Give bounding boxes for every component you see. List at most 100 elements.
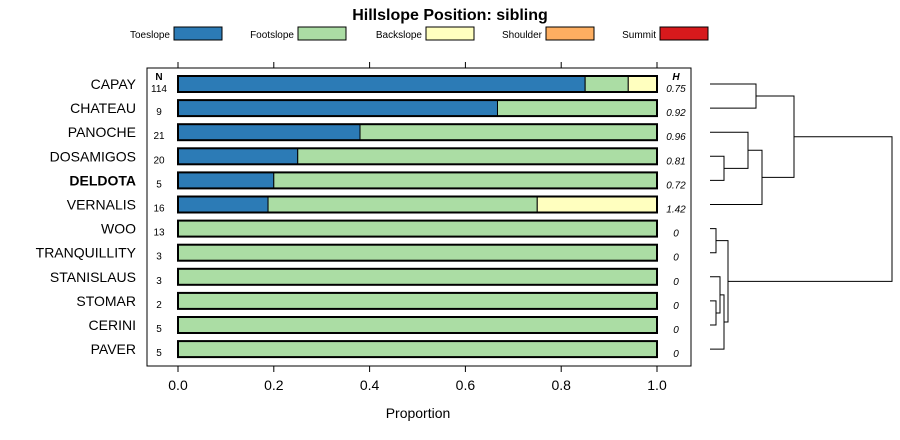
bar-segment bbox=[273, 171, 658, 189]
dendrogram-branch bbox=[710, 276, 721, 314]
bar-outline bbox=[177, 123, 658, 142]
row-label: CHATEAU bbox=[70, 100, 136, 116]
h-value: 0 bbox=[673, 229, 679, 240]
x-tick-label: 0.0 bbox=[168, 377, 188, 393]
row-label: CERINI bbox=[89, 317, 136, 333]
h-value: 0 bbox=[673, 325, 679, 336]
legend-swatch bbox=[659, 26, 709, 41]
bar-segment bbox=[496, 99, 658, 117]
row-label: VERNALIS bbox=[67, 197, 136, 213]
bar-segment bbox=[359, 123, 658, 141]
legend-swatch bbox=[173, 26, 223, 41]
bar-segment bbox=[177, 147, 299, 165]
h-value: 0.72 bbox=[666, 180, 686, 191]
x-axis-label: Proportion bbox=[386, 405, 451, 421]
dendrogram bbox=[710, 83, 893, 350]
legend-swatch bbox=[297, 26, 347, 41]
legend-swatch bbox=[545, 26, 595, 41]
legend-label: Toeslope bbox=[130, 30, 170, 41]
bar-outline bbox=[177, 291, 658, 310]
row-label: DELDOTA bbox=[69, 172, 136, 188]
n-labels: 114 9 21 20 5 16 13 3 3 2 5 5 bbox=[151, 84, 167, 359]
bar-outline bbox=[177, 171, 658, 190]
bar-segment bbox=[297, 147, 658, 165]
x-tick-label: 1.0 bbox=[647, 377, 667, 393]
row-label: STANISLAUS bbox=[50, 269, 136, 285]
dendrogram-branch bbox=[728, 136, 893, 282]
n-value: 3 bbox=[156, 276, 162, 287]
x-tick-label: 0.6 bbox=[456, 377, 476, 393]
h-labels: 0.75 0.92 0.96 0.81 0.72 1.42 0 0 0 0 0 0 bbox=[666, 84, 686, 360]
chart-title: Hillslope Position: sibling bbox=[352, 7, 548, 24]
bar-outline bbox=[177, 147, 658, 166]
bar-segment bbox=[177, 123, 361, 141]
bar-segment bbox=[267, 196, 538, 213]
n-value: 5 bbox=[156, 348, 162, 359]
n-header: N bbox=[155, 72, 162, 83]
bar-outline bbox=[177, 340, 658, 359]
bar-segment bbox=[627, 75, 658, 93]
n-value: 20 bbox=[153, 155, 165, 166]
dendrogram-branch bbox=[710, 149, 763, 205]
n-value: 114 bbox=[151, 84, 167, 95]
row-label: PANOCHE bbox=[68, 124, 136, 140]
dendrogram-branch bbox=[710, 155, 725, 181]
n-value: 2 bbox=[156, 300, 162, 311]
x-tick-label: 0.4 bbox=[360, 377, 380, 393]
dendrogram-branch bbox=[710, 228, 717, 254]
legend-label: Shoulder bbox=[502, 30, 543, 41]
h-value: 0 bbox=[673, 349, 679, 360]
h-header: H bbox=[672, 72, 680, 83]
row-label: WOO bbox=[101, 221, 136, 237]
bar-segment bbox=[177, 244, 658, 262]
bar-segment bbox=[177, 99, 498, 117]
bar-segment bbox=[584, 75, 629, 93]
row-label: TRANQUILLITY bbox=[36, 245, 137, 261]
row-labels: CAPAY CHATEAU PANOCHE DOSAMIGOS DELDOTA VERNA… bbox=[36, 76, 137, 357]
bar-outline bbox=[177, 316, 658, 334]
legend-label: Backslope bbox=[376, 30, 423, 41]
h-value: 0.96 bbox=[666, 132, 686, 143]
dendrogram-branch bbox=[710, 300, 717, 326]
h-value: 0 bbox=[673, 277, 679, 288]
h-value: 0.75 bbox=[666, 84, 686, 95]
x-tick-label: 0.2 bbox=[264, 377, 284, 393]
bar-segment bbox=[177, 171, 275, 189]
bar-segment bbox=[177, 268, 658, 286]
bar-segment bbox=[177, 75, 586, 93]
x-axis: 0.0 0.2 0.4 0.6 0.8 1.0 bbox=[168, 62, 667, 393]
row-label: PAVER bbox=[91, 341, 136, 357]
h-value: 0 bbox=[673, 253, 679, 264]
plot-frame bbox=[146, 67, 692, 367]
legend: Toeslope Footslope Backslope Shoulder Summit bbox=[130, 26, 709, 41]
bar-outline bbox=[177, 99, 658, 118]
row-label: DOSAMIGOS bbox=[50, 148, 136, 164]
bar-outline bbox=[177, 267, 658, 286]
bar-segment bbox=[177, 196, 269, 213]
bar-segment bbox=[536, 196, 658, 213]
legend-swatch bbox=[425, 26, 475, 41]
dendrogram-branch bbox=[710, 294, 725, 350]
n-value: 5 bbox=[156, 179, 162, 190]
h-value: 0.81 bbox=[666, 156, 685, 167]
n-value: 21 bbox=[153, 131, 165, 142]
bar-outline bbox=[177, 195, 658, 214]
h-value: 0.92 bbox=[666, 108, 686, 119]
h-value: 0 bbox=[673, 301, 679, 312]
bar-segment bbox=[177, 220, 658, 238]
bar-segment bbox=[177, 340, 658, 358]
bar-segment bbox=[177, 292, 658, 310]
x-tick-label: 0.8 bbox=[551, 377, 571, 393]
h-value: 1.42 bbox=[666, 205, 686, 216]
row-label: STOMAR bbox=[76, 293, 136, 309]
n-value: 3 bbox=[156, 252, 162, 263]
row-label: CAPAY bbox=[91, 76, 137, 92]
bar-outline bbox=[177, 219, 658, 238]
n-value: 16 bbox=[153, 204, 165, 215]
dendrogram-branch bbox=[716, 240, 729, 323]
dendrogram-branch bbox=[710, 83, 757, 109]
n-value: 9 bbox=[156, 107, 162, 118]
bars-group bbox=[177, 75, 658, 359]
bar-outline bbox=[177, 243, 658, 262]
